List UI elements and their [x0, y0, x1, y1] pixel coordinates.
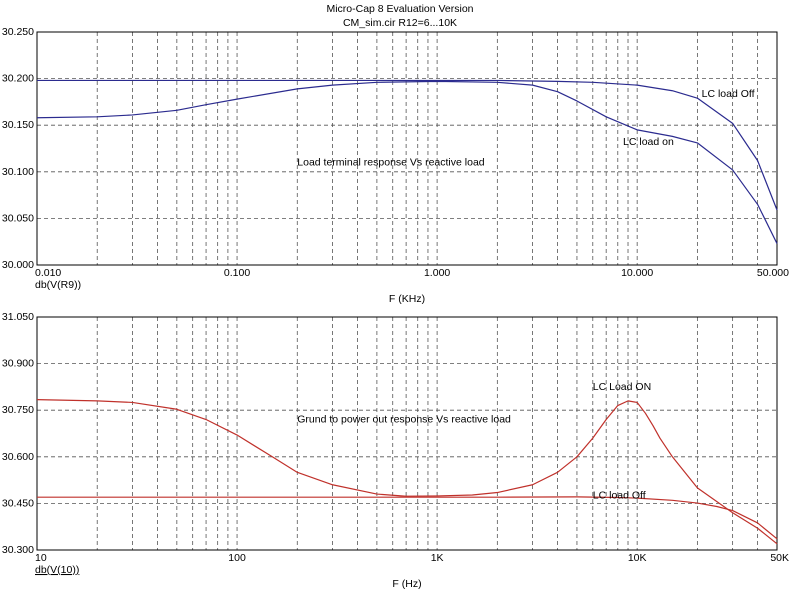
- bottom-x-tick-label: 10K: [628, 552, 647, 564]
- top-y-axis-label: db(V(R9)): [35, 279, 81, 291]
- bottom-annotation-1: Grund to power out response Vs reactive …: [297, 414, 511, 426]
- top-x-tick-label: 0.010: [35, 267, 61, 279]
- top-y-tick-label: 30.100: [2, 166, 34, 178]
- top-x-tick-label: 10.000: [621, 267, 653, 279]
- top-y-tick-label: 30.050: [2, 212, 34, 224]
- top-x-tick-label: 0.100: [224, 267, 250, 279]
- chart-subtitle: CM_sim.cir R12=6...10K: [343, 17, 457, 29]
- top-annotation-3: LC load on: [623, 136, 674, 148]
- bottom-y-tick-label: 30.900: [2, 358, 34, 370]
- bottom-y-tick-label: 30.750: [2, 404, 34, 416]
- bottom-y-tick-label: 30.600: [2, 451, 34, 463]
- top-series-line-1: [37, 79, 778, 211]
- top-chart-panel: 30.000 30.050 30.100 30.150 30.200 30.250 0.01…: [2, 26, 789, 305]
- bottom-annotation-2: LC Load ON: [593, 381, 651, 393]
- bottom-annotation-3: LC load Off: [593, 490, 646, 502]
- bottom-series-line-2: [37, 496, 778, 540]
- top-x-axis-label: F (KHz): [389, 293, 425, 305]
- bottom-y-tick-label: 30.450: [2, 497, 34, 509]
- bottom-x-tick-label: 1K: [431, 552, 444, 564]
- top-annotation-1: Load terminal response Vs reactive load: [297, 156, 485, 168]
- bottom-y-tick-label: 31.050: [2, 311, 34, 323]
- bottom-x-tick-label: 10: [35, 552, 47, 564]
- bottom-chart-panel: 30.300 30.450 30.600 30.750 30.900 31.050 10 10…: [2, 311, 789, 590]
- bottom-plot-frame: [36, 316, 778, 551]
- bottom-series-line-1: [36, 399, 778, 545]
- top-plot-frame: [36, 31, 778, 266]
- bottom-x-tick-label: 100: [228, 552, 246, 564]
- top-y-tick-label: 30.000: [2, 259, 34, 271]
- top-x-tick-label: 1.000: [424, 267, 450, 279]
- top-series-line-2: [36, 80, 778, 244]
- bottom-x-tick-label: 50K: [770, 552, 789, 564]
- top-y-tick-label: 30.250: [2, 26, 34, 38]
- top-x-tick-label: 50.000: [757, 267, 789, 279]
- chart-title: Micro-Cap 8 Evaluation Version: [326, 3, 473, 15]
- bottom-x-axis-label: F (Hz): [392, 578, 421, 590]
- bottom-y-tick-label: 30.300: [2, 544, 34, 556]
- top-y-tick-label: 30.200: [2, 73, 34, 85]
- top-annotation-2: LC load Off: [702, 88, 755, 100]
- bottom-y-axis-label: db(V(10)): [35, 564, 79, 576]
- top-y-tick-label: 30.150: [2, 119, 34, 131]
